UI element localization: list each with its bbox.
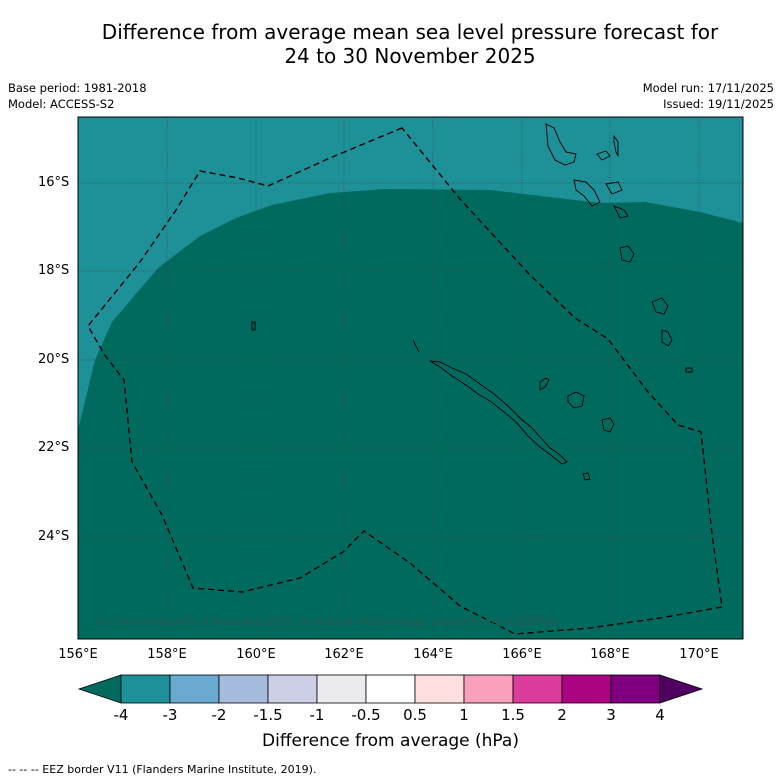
colorbar-swatch [120,674,171,704]
model-name: Model: ACCESS-S2 [8,97,115,111]
lat-label-24s: 24°S [38,529,70,544]
loyalty-lifou [567,391,585,409]
lon-label-170e: 170°E [679,647,719,662]
cb-tick-11: 4 [655,706,665,724]
graticule [78,117,743,639]
cb-tick-6: 0.5 [403,706,427,724]
lat-label-22s: 22°S [38,440,70,455]
isle-of-pines [582,472,591,481]
meta-right: Model run: 17/11/2025 Issued: 19/11/2025 [643,80,774,112]
cb-tick-1: -3 [162,706,178,724]
colorbar-swatch [463,674,514,704]
colorbar [77,674,704,704]
belep-islands [412,339,420,353]
cb-tick-8: 1.5 [501,706,525,724]
vanuatu-pentecost [613,134,619,157]
colorbar-title: Difference from average (hPa) [262,731,519,751]
title-line-1: Difference from average mean sea level p… [101,20,719,44]
colorbar-swatch [512,674,563,704]
lat-label-16s: 16°S [38,175,70,190]
meta-left: Base period: 1981-2018 Model: ACCESS-S2 [8,80,147,112]
vanuatu-epi [613,205,629,219]
vanuatu-erromango [651,297,669,315]
loyalty-ouvea [539,377,550,391]
lon-label-160e: 160°E [236,647,276,662]
lon-label-164e: 164°E [413,647,453,662]
lat-label-18s: 18°S [38,263,70,278]
vanuatu-malekula [573,179,601,207]
chart-title: Difference from average mean sea level p… [0,20,781,68]
colorbar-swatch [610,674,661,704]
vanuatu-tanna [661,329,673,347]
lat-label-20s: 20°S [38,352,70,367]
colorbar-swatch [218,674,269,704]
colorbar-swatch [169,674,220,704]
colorbar-extend-high [659,674,704,704]
eez-border [87,127,723,635]
base-period: Base period: 1981-2018 [8,81,147,95]
colorbar-swatch [365,674,416,704]
colorbar-swatch [316,674,367,704]
colorbar-swatch [561,674,612,704]
title-line-2: 24 to 30 November 2025 [284,44,536,68]
vanuatu-ambrym [605,181,623,195]
copyright-notice: © Commonwealth of Australia 2025, Bureau… [94,615,558,628]
cb-tick-2: -2 [211,706,227,724]
cb-tick-5: -0.5 [351,706,381,724]
cb-tick-3: -1.5 [253,706,283,724]
loyalty-mare [601,417,615,433]
model-run: Model run: 17/11/2025 [642,81,774,95]
colorbar-swatch [267,674,318,704]
cb-tick-9: 2 [557,706,567,724]
cb-tick-0: -4 [113,706,129,724]
cb-tick-10: 3 [606,706,616,724]
cb-tick-4: -1 [309,706,325,724]
chesterfield-islands [251,321,256,331]
lon-label-158e: 158°E [147,647,187,662]
map-frame [77,116,744,640]
colorbar-swatch [414,674,465,704]
lon-label-162e: 162°E [324,647,364,662]
issued-date: Issued: 19/11/2025 [663,97,774,111]
lon-label-166e: 166°E [502,647,542,662]
vanuatu-efate [619,245,635,263]
coastlines [251,123,693,481]
vanuatu-aneityum [685,367,693,373]
colorbar-extend-low [77,674,122,704]
vanuatu-espiritu-santo [545,123,577,166]
new-caledonia-main [429,360,568,465]
cb-tick-7: 1 [459,706,469,724]
anomaly-region-below-minus4 [78,189,743,639]
lon-label-156e: 156°E [58,647,98,662]
eez-legend: -- -- -- EEZ border V11 (Flanders Marine… [8,763,317,776]
vanuatu-maewo [596,150,611,161]
lon-label-168e: 168°E [590,647,630,662]
